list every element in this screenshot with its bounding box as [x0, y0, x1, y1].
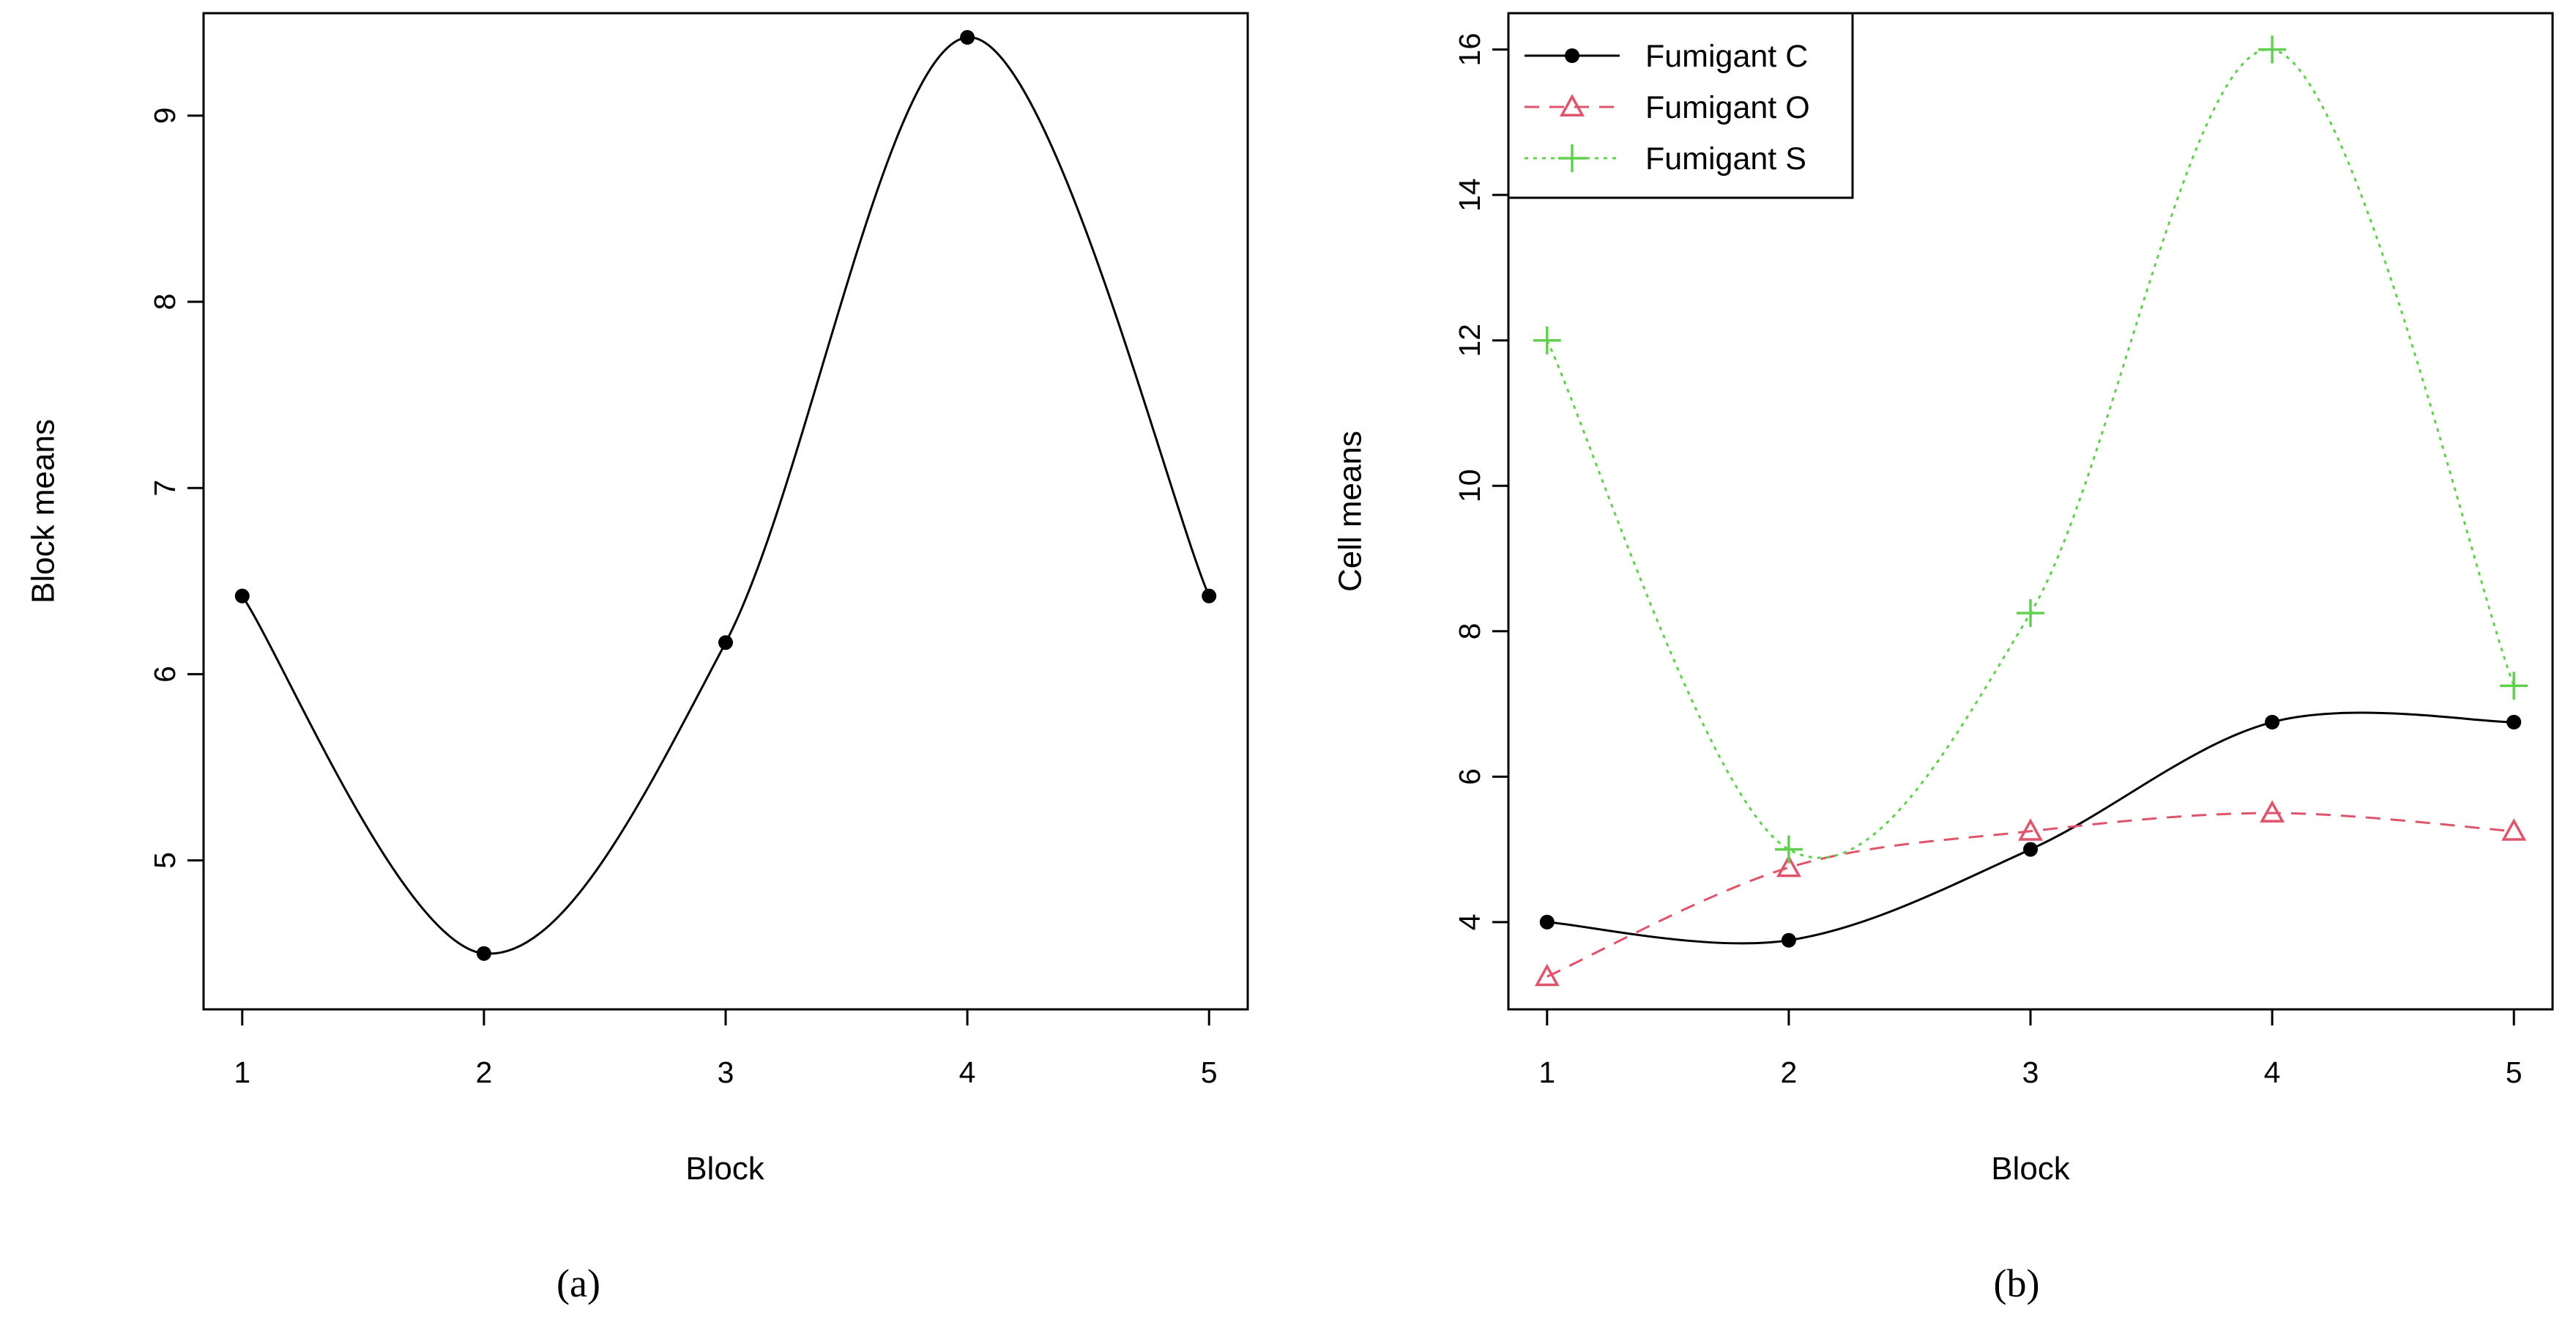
legend-label: Fumigant C: [1645, 39, 1808, 74]
y-tick-label: 6: [148, 666, 182, 683]
data-point: [1774, 835, 1803, 864]
y-tick-label: 8: [1453, 623, 1486, 639]
y-tick-label: 9: [148, 107, 182, 124]
series-line: [241, 36, 1210, 955]
data-point: [2260, 800, 2285, 823]
series-0: [234, 30, 1217, 961]
data-point: [2258, 35, 2287, 64]
series-fumigant-c: [1539, 711, 2522, 948]
data-point: [234, 588, 250, 604]
series-fumigant-s: [1533, 35, 2528, 864]
x-axis: 1 2 3 4 5: [1538, 1008, 2523, 1089]
y-tick-label: 4: [1453, 913, 1486, 930]
legend-marker: [1565, 48, 1579, 63]
data-point: [2506, 714, 2522, 730]
x-tick-label: 3: [2022, 1056, 2039, 1089]
y-tick-label: 5: [148, 852, 182, 869]
x-tick-label: 1: [1538, 1056, 1555, 1089]
legend-label: Fumigant S: [1645, 141, 1806, 177]
y-tick-label: 12: [1453, 324, 1486, 357]
data-point: [1533, 326, 1561, 355]
data-point: [1539, 914, 1555, 930]
legend-item: Fumigant O: [1525, 90, 1810, 125]
series-line: [1546, 711, 2514, 945]
panel-label: (b): [1994, 1261, 2040, 1305]
legend-item: Fumigant C: [1525, 39, 1808, 74]
legend-label: Fumigant O: [1645, 90, 1810, 125]
x-axis-label: Block: [1991, 1151, 2071, 1187]
x-tick-label: 4: [959, 1056, 976, 1089]
data-point: [2023, 842, 2038, 857]
data-point: [718, 635, 733, 650]
data-point: [2018, 818, 2043, 841]
x-tick-label: 5: [2506, 1056, 2523, 1089]
x-tick-label: 1: [234, 1056, 250, 1089]
chart-panel-a: 1 2 3 4 5 5 6 7 8 9 Block Block means: [26, 12, 1249, 1187]
y-tick-label: 14: [1453, 178, 1486, 212]
series-line: [1546, 48, 2515, 859]
y-axis-label: Cell means: [1333, 431, 1369, 592]
panel-label: (a): [556, 1261, 600, 1305]
y-tick-label: 7: [148, 480, 182, 497]
series-fumigant-o: [1534, 800, 2527, 987]
data-point: [476, 946, 491, 961]
x-tick-label: 4: [2264, 1056, 2281, 1089]
data-point: [1534, 963, 1560, 987]
x-tick-label: 5: [1201, 1056, 1218, 1089]
y-tick-label: 8: [148, 294, 182, 311]
legend-marker: [1558, 144, 1586, 172]
y-tick-label: 10: [1453, 469, 1486, 502]
legend-marker: [1560, 94, 1585, 116]
data-point: [960, 30, 975, 45]
legend-item: Fumigant S: [1525, 141, 1806, 177]
y-tick-label: 16: [1453, 33, 1486, 67]
y-axis: 4 6 8 10 12 14 16: [1453, 33, 1510, 930]
legend: Fumigant C Fumigant O Fumigant S: [1507, 12, 1854, 199]
data-point: [2017, 598, 2044, 627]
y-tick-label: 6: [1453, 768, 1486, 785]
x-axis: 1 2 3 4 5: [234, 1008, 1218, 1089]
plot-frame: [202, 12, 1249, 1011]
data-point: [2265, 714, 2280, 730]
series-line: [1546, 812, 2514, 978]
data-point: [1776, 854, 1801, 878]
y-axis: 5 6 7 8 9: [148, 107, 205, 869]
x-tick-label: 3: [718, 1056, 734, 1089]
x-tick-label: 2: [1781, 1056, 1798, 1089]
data-point: [1781, 932, 1796, 948]
data-point: [2501, 818, 2527, 841]
data-point: [2500, 672, 2528, 700]
y-axis-label: Block means: [26, 419, 62, 604]
x-tick-label: 2: [476, 1056, 493, 1089]
x-axis-label: Block: [685, 1151, 765, 1187]
data-point: [1202, 588, 1217, 604]
